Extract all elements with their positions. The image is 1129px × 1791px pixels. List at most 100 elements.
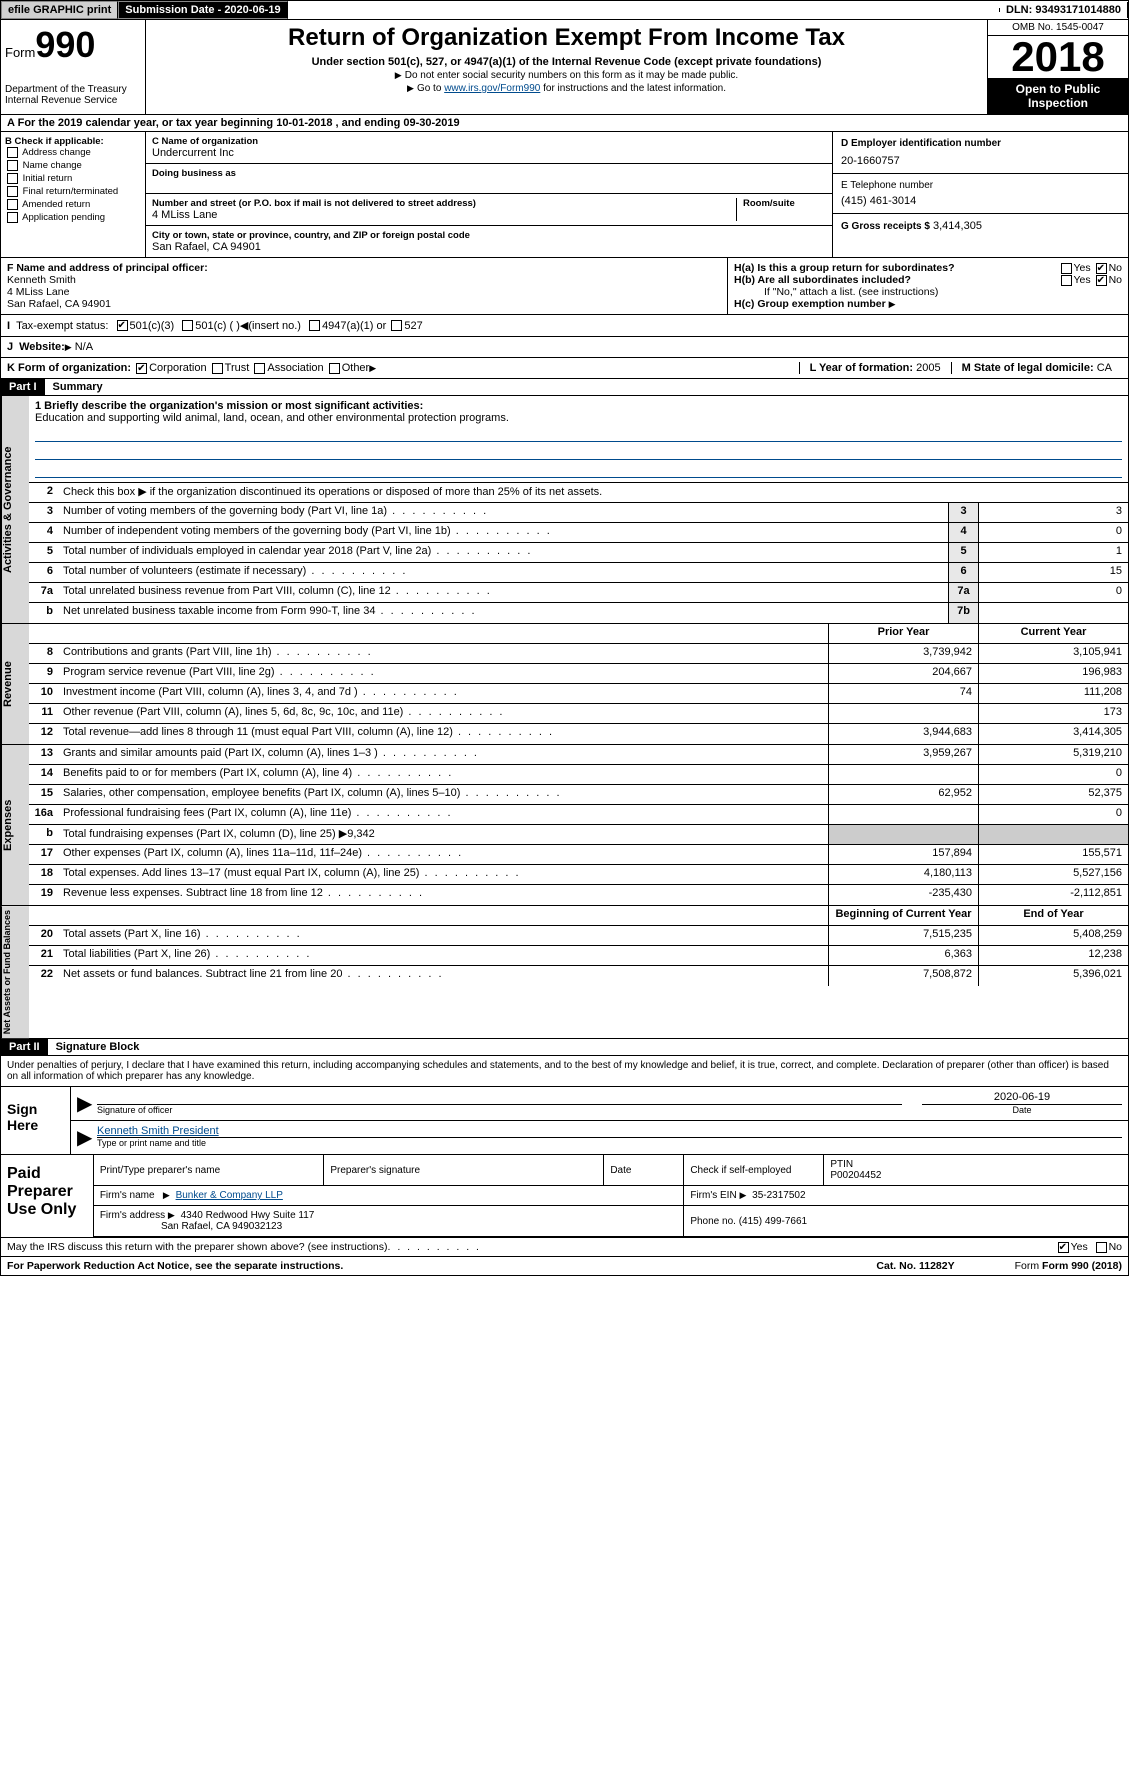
firm-phone: (415) 499-7661 (739, 1216, 807, 1227)
table-row: 16aProfessional fundraising fees (Part I… (29, 805, 1128, 825)
discuss-row: May the IRS discuss this return with the… (0, 1238, 1129, 1257)
org-name-label: C Name of organization (152, 136, 826, 147)
irs-link[interactable]: www.irs.gov/Form990 (444, 83, 540, 94)
ha-label: H(a) Is this a group return for subordin… (734, 262, 955, 274)
gross-value: 3,414,305 (933, 220, 982, 232)
note-ssn: Do not enter social security numbers on … (405, 70, 738, 81)
ein-label: D Employer identification number (841, 138, 1120, 149)
gross-label: G Gross receipts $ (841, 221, 930, 232)
open-public-badge: Open to Public Inspection (988, 78, 1128, 114)
chk-4947[interactable] (309, 320, 320, 331)
row-klm: K Form of organization: Corporation Trus… (0, 358, 1129, 379)
section-b-heading: B Check if applicable: (5, 136, 141, 147)
hc-label: H(c) Group exemption number (734, 298, 886, 310)
chk-corp[interactable] (136, 363, 147, 374)
firm-ein: 35-2317502 (752, 1190, 805, 1201)
chk-501c3[interactable] (117, 320, 128, 331)
sig-date: 2020-06-19 (922, 1091, 1122, 1105)
table-row: 8Contributions and grants (Part VIII, li… (29, 644, 1128, 664)
table-row: 22Net assets or fund balances. Subtract … (29, 966, 1128, 986)
typed-name: Kenneth Smith President (97, 1125, 1122, 1138)
section-revenue: Revenue Prior YearCurrent Year 8Contribu… (0, 624, 1129, 745)
row-fh: F Name and address of principal officer:… (0, 258, 1129, 315)
room-label: Room/suite (743, 198, 826, 209)
discuss-no[interactable] (1096, 1242, 1107, 1253)
discuss-yes[interactable] (1058, 1242, 1069, 1253)
firm-addr2: San Rafael, CA 949032123 (161, 1221, 282, 1232)
hb-label: H(b) Are all subordinates included? (734, 274, 911, 286)
table-row: 10Investment income (Part VIII, column (… (29, 684, 1128, 704)
row-a-period: A For the 2019 calendar year, or tax yea… (0, 115, 1129, 132)
chk-initial-return[interactable]: Initial return (5, 173, 141, 184)
chk-name-change[interactable]: Name change (5, 160, 141, 171)
mission-text: Education and supporting wild animal, la… (35, 412, 1122, 424)
chk-app-pending[interactable]: Application pending (5, 212, 141, 223)
ein-value: 20-1660757 (841, 155, 1120, 167)
perjury-text: Under penalties of perjury, I declare th… (0, 1056, 1129, 1087)
dln: DLN: 93493171014880 (1000, 2, 1128, 18)
row-j-website: J Website: N/A (0, 337, 1129, 358)
dept-treasury: Department of the Treasury Internal Reve… (5, 84, 141, 106)
phone-label-e: E Telephone number (841, 180, 1120, 191)
officer-name: Kenneth Smith (7, 274, 721, 286)
block-bcdefg: B Check if applicable: Address change Na… (0, 132, 1129, 258)
form-subtitle: Under section 501(c), 527, or 4947(a)(1)… (150, 56, 983, 68)
chk-assoc[interactable] (254, 363, 265, 374)
table-row: 15Salaries, other compensation, employee… (29, 785, 1128, 805)
chk-final-return[interactable]: Final return/terminated (5, 186, 141, 197)
note-goto-pre: Go to (417, 83, 444, 94)
form-number: 990 (35, 24, 95, 65)
paid-preparer-block: Paid Preparer Use Only Print/Type prepar… (0, 1155, 1129, 1238)
city-label: City or town, state or province, country… (152, 230, 826, 241)
firm-addr1: 4340 Redwood Hwy Suite 117 (181, 1210, 315, 1221)
table-row: 12Total revenue—add lines 8 through 11 (… (29, 724, 1128, 744)
form-title: Return of Organization Exempt From Incom… (150, 24, 983, 52)
table-row: 9Program service revenue (Part VIII, lin… (29, 664, 1128, 684)
officer-addr2: San Rafael, CA 94901 (7, 298, 721, 310)
topbar: efile GRAPHIC print Submission Date - 20… (0, 0, 1129, 20)
state-domicile: CA (1097, 362, 1112, 374)
table-row: 11Other revenue (Part VIII, column (A), … (29, 704, 1128, 724)
tax-year: 2018 (988, 36, 1128, 78)
table-row: 19Revenue less expenses. Subtract line 1… (29, 885, 1128, 905)
firm-name[interactable]: Bunker & Company LLP (176, 1190, 283, 1201)
section-governance: Activities & Governance 1 Briefly descri… (0, 396, 1129, 624)
org-name-value: Undercurrent Inc (152, 147, 826, 159)
table-row: bNet unrelated business taxable income f… (29, 603, 1128, 623)
hb-note: If "No," attach a list. (see instruction… (734, 286, 1122, 298)
chk-address-change[interactable]: Address change (5, 147, 141, 158)
line1-label: 1 Briefly describe the organization's mi… (35, 400, 1122, 412)
chk-other[interactable] (329, 363, 340, 374)
line2-text: Check this box ▶ if the organization dis… (59, 483, 1128, 502)
section-netassets: Net Assets or Fund Balances Beginning of… (0, 906, 1129, 1039)
part1-header: Part ISummary (0, 379, 1129, 396)
addr-value: 4 MLiss Lane (152, 209, 736, 221)
ptin-value: P00204452 (830, 1170, 1122, 1181)
part2-header: Part IISignature Block (0, 1039, 1129, 1056)
table-row: bTotal fundraising expenses (Part IX, co… (29, 825, 1128, 845)
table-row: 7aTotal unrelated business revenue from … (29, 583, 1128, 603)
submission-date: Submission Date - 2020-06-19 (118, 1, 287, 19)
table-row: 21Total liabilities (Part X, line 26)6,3… (29, 946, 1128, 966)
table-row: 3Number of voting members of the governi… (29, 503, 1128, 523)
efile-label[interactable]: efile GRAPHIC print (1, 1, 118, 19)
table-row: 18Total expenses. Add lines 13–17 (must … (29, 865, 1128, 885)
dba-label: Doing business as (152, 168, 826, 179)
table-row: 17Other expenses (Part IX, column (A), l… (29, 845, 1128, 865)
table-row: 13Grants and similar amounts paid (Part … (29, 745, 1128, 765)
footer-row: For Paperwork Reduction Act Notice, see … (0, 1257, 1129, 1276)
chk-501c[interactable] (182, 320, 193, 331)
chk-amended[interactable]: Amended return (5, 199, 141, 210)
chk-527[interactable] (391, 320, 402, 331)
city-value: San Rafael, CA 94901 (152, 241, 826, 253)
form-header: Form990 Department of the Treasury Inter… (0, 20, 1129, 115)
officer-addr1: 4 MLiss Lane (7, 286, 721, 298)
officer-label: F Name and address of principal officer: (7, 262, 721, 274)
phone-value-e: (415) 461-3014 (841, 195, 1120, 207)
table-row: 5Total number of individuals employed in… (29, 543, 1128, 563)
table-row: 20Total assets (Part X, line 16)7,515,23… (29, 926, 1128, 946)
table-row: 14Benefits paid to or for members (Part … (29, 765, 1128, 785)
table-row: 4Number of independent voting members of… (29, 523, 1128, 543)
row-i-tax-status: I Tax-exempt status: 501(c)(3) 501(c) ( … (0, 315, 1129, 337)
chk-trust[interactable] (212, 363, 223, 374)
